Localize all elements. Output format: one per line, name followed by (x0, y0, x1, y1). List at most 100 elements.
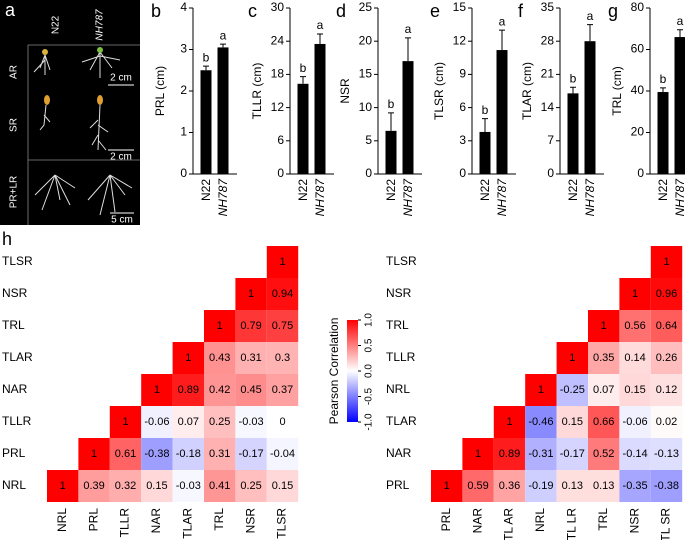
heatmap-cell (556, 374, 588, 406)
y-tick-label: 12 (271, 100, 285, 114)
y-tick-label: 5 (365, 133, 372, 147)
cell-label: 0.66 (593, 416, 614, 428)
cell-label: 0.39 (83, 480, 104, 492)
bar (314, 43, 326, 174)
column-label: TRL (596, 508, 610, 531)
colorbar (347, 320, 358, 422)
cell-label: -0.31 (528, 448, 553, 460)
scale-label: 5 cm (111, 215, 133, 226)
cell-label: -0.17 (239, 448, 264, 460)
cell-label: 0.36 (499, 480, 520, 492)
x-tick-label: NH787 (216, 178, 230, 217)
error-bar (317, 33, 323, 44)
bar (567, 93, 579, 174)
bar (584, 41, 596, 175)
cell-label: 0.13 (593, 480, 614, 492)
cell-label: 0.12 (656, 384, 677, 396)
row-label: TLSR (2, 254, 33, 268)
x-tick-label: N22 (478, 179, 492, 201)
cell-label: 1 (217, 320, 223, 332)
panel-letter: h (2, 229, 12, 249)
cell-label: 0.15 (146, 480, 167, 492)
cell-label: 0.61 (115, 448, 136, 460)
x-tick-label: NH787 (583, 178, 597, 217)
scale-label: 2 cm (110, 73, 132, 84)
row-label: TLLR (2, 414, 32, 428)
panel-letter: g (608, 1, 618, 21)
cell-label: 0.94 (272, 288, 293, 300)
row-label: NRL (386, 382, 410, 396)
heatmap-cell (588, 470, 620, 502)
y-tick-label: 15 (359, 67, 373, 81)
bar (200, 70, 212, 174)
cell-label: 0.25 (240, 480, 261, 492)
x-tick-label: NH787 (401, 178, 415, 217)
row-label: NAR (2, 382, 28, 396)
cell-label: 0.59 (467, 480, 488, 492)
column-label: PRL (439, 508, 453, 532)
heatmap-cell (431, 470, 463, 502)
column-label: NAR (149, 508, 163, 534)
heatmap-cell (235, 406, 267, 438)
heatmap-cell (556, 342, 588, 374)
seed (97, 95, 103, 105)
y-tick-label: 20 (631, 125, 645, 139)
significance-label: a (317, 18, 324, 32)
cell-label: -0.06 (623, 416, 648, 428)
error-bar (220, 43, 226, 48)
error-bar (570, 86, 576, 94)
cell-label: 1 (506, 416, 512, 428)
y-tick-label: 25 (359, 0, 373, 14)
cell-label: 0.02 (656, 416, 677, 428)
y-tick-label: 0 (277, 166, 284, 180)
row-label: PRL (2, 446, 26, 460)
bar (297, 83, 309, 174)
cell-label: -0.25 (560, 384, 585, 396)
cell-label: 0.3 (275, 352, 290, 364)
significance-label: b (203, 50, 210, 64)
error-bar (203, 65, 209, 71)
cell-label: 0.31 (240, 352, 261, 364)
heatmap-cell (650, 438, 683, 470)
row-label: TLAR (386, 414, 417, 428)
y-tick-label: 40 (631, 83, 645, 97)
cell-label: -0.03 (176, 480, 201, 492)
cell-label: 0.79 (240, 320, 261, 332)
x-tick-label: N22 (296, 179, 310, 201)
y-tick-label: 0 (547, 166, 554, 180)
heatmap-cell (650, 278, 683, 310)
panel-a: a N22 NH787 AR SR PR+LR 2 cm 2 cm 5 cm (0, 0, 140, 226)
significance-label: b (300, 61, 307, 75)
seed (44, 95, 50, 105)
heatmap-cell (619, 406, 651, 438)
heatmap-cell (266, 406, 299, 438)
significance-label: a (587, 9, 594, 23)
error-bar (388, 112, 394, 131)
cell-label: -0.19 (528, 480, 553, 492)
colorbar-tick-label: 1.0 (364, 313, 375, 327)
cell-label: 0 (279, 416, 285, 428)
cell-label: 1 (569, 352, 575, 364)
error-bar (677, 29, 683, 38)
y-tick-label: 1 (180, 125, 187, 139)
row-label: PR+LR (9, 176, 20, 209)
heatmap-cell (556, 406, 588, 438)
cell-label: 1 (122, 416, 128, 428)
significance-label: a (499, 14, 506, 28)
error-bar (499, 29, 505, 51)
heatmap-cell (266, 438, 299, 470)
heatmap-cell (556, 470, 588, 502)
y-tick-label: 18 (271, 67, 285, 81)
cell-label: 0.52 (593, 448, 614, 460)
y-axis-label: TRL (cm) (610, 66, 624, 116)
cell-label: 0.13 (562, 480, 583, 492)
heatmap-cell (266, 342, 299, 374)
column-label: PRL (86, 508, 100, 532)
cell-label: 0.15 (272, 480, 293, 492)
cell-label: 0.07 (593, 384, 614, 396)
x-tick-label: NH787 (313, 178, 327, 217)
heatmap-cell (619, 470, 651, 502)
significance-label: a (405, 22, 412, 36)
heatmap-cell (619, 342, 651, 374)
x-tick-label: N22 (566, 179, 580, 201)
